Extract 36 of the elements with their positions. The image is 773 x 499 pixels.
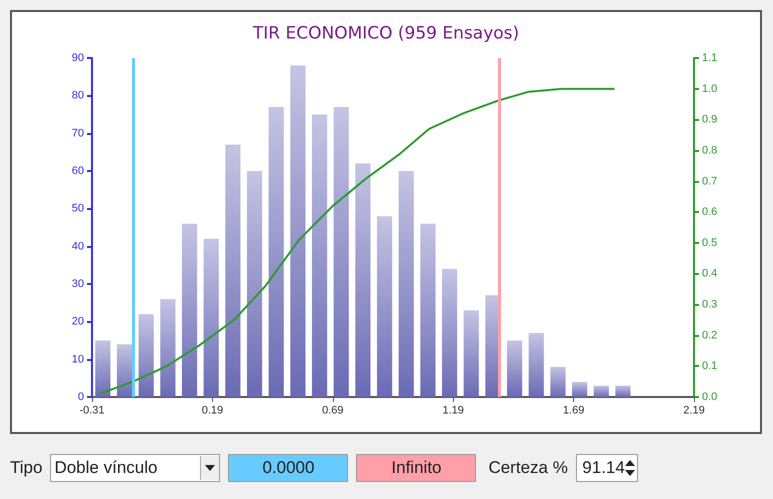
x-tick-label: 2.19 bbox=[683, 404, 705, 416]
y2-tick-label: 0.4 bbox=[702, 268, 718, 280]
text: Infinito bbox=[391, 458, 442, 478]
y2-tick-label: 0.0 bbox=[702, 391, 718, 403]
y2-tick-label: 0.7 bbox=[702, 175, 718, 188]
y-tick-label: 0 bbox=[78, 391, 84, 403]
x-tick-label: 0.19 bbox=[202, 404, 224, 416]
chart-title: TIR ECONOMICO (959 Ensayos) bbox=[252, 24, 520, 44]
y-tick-label: 40 bbox=[72, 240, 84, 252]
y-tick-label: 80 bbox=[72, 90, 84, 102]
y2-tick-label: 0.8 bbox=[702, 144, 718, 156]
y2-tick-label: 0.3 bbox=[702, 298, 718, 311]
y2-tick-label: 1.1 bbox=[702, 52, 718, 64]
y-tick-label: 70 bbox=[72, 127, 84, 140]
y-tick-label: 20 bbox=[72, 316, 84, 328]
text: Doble vínculo bbox=[54, 458, 158, 478]
x-tick-label: 0.69 bbox=[322, 404, 344, 416]
y-tick-label: 60 bbox=[72, 165, 84, 177]
y2-tick-label: 1.0 bbox=[702, 82, 718, 95]
x-tick-label: 1.19 bbox=[442, 404, 464, 416]
line-series bbox=[98, 88, 616, 395]
y2-tick-label: 0.9 bbox=[702, 114, 718, 126]
text: Certeza % bbox=[488, 458, 568, 478]
y2-tick-label: 0.6 bbox=[702, 206, 718, 218]
y-tick-label: 10 bbox=[72, 353, 84, 366]
y-tick-label: 90 bbox=[72, 52, 84, 64]
y-tick-label: 30 bbox=[72, 278, 84, 290]
x-tick-label: 1.69 bbox=[562, 404, 584, 416]
x-tick-label: -0.31 bbox=[79, 404, 105, 416]
y-tick-label: 50 bbox=[72, 202, 84, 215]
text: 0.0000 bbox=[262, 458, 314, 478]
text: 91.14 bbox=[582, 458, 625, 478]
y2-tick-label: 0.1 bbox=[702, 360, 718, 372]
y2-tick-label: 0.5 bbox=[702, 236, 718, 249]
y2-tick-label: 0.2 bbox=[702, 329, 718, 342]
text: Tipo bbox=[10, 458, 42, 478]
